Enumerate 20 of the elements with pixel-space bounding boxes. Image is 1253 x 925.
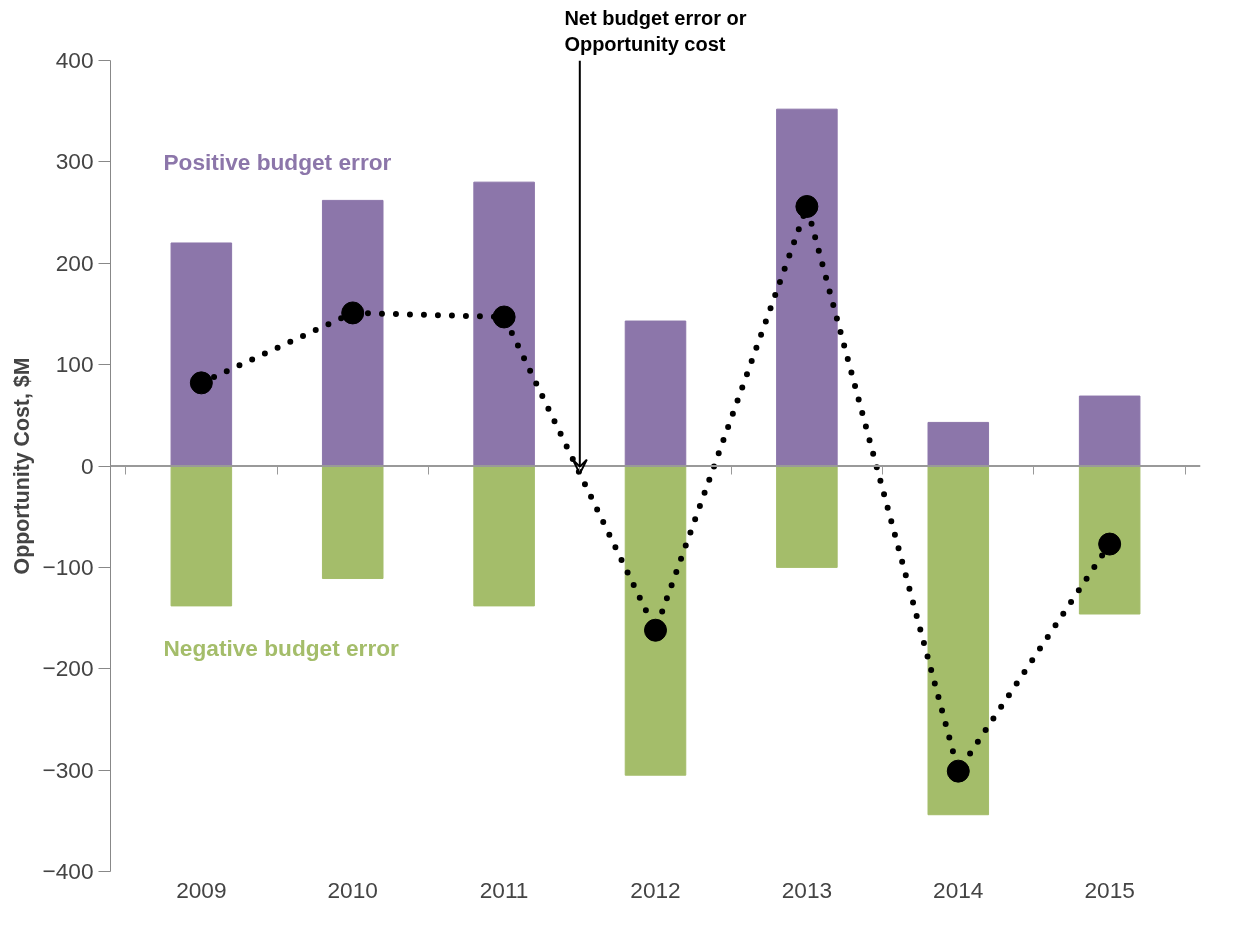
x-tick-label: 2012 bbox=[630, 876, 681, 903]
y-tick-label: 300 bbox=[55, 148, 94, 175]
y-tick-label: 400 bbox=[55, 47, 94, 73]
y-axis-title: Opportunity Cost, $M bbox=[10, 357, 35, 575]
y-tick-label: 100 bbox=[55, 351, 94, 378]
y-tick-label: −300 bbox=[42, 756, 94, 783]
x-tick-label: 2015 bbox=[1084, 876, 1135, 903]
y-tick-label: −100 bbox=[42, 553, 94, 580]
y-tick-label: 200 bbox=[55, 249, 94, 276]
x-tick-label: 2009 bbox=[176, 876, 227, 903]
text: Net budget error or Opportunity cost bbox=[564, 7, 747, 56]
x-tick-label: 2014 bbox=[933, 876, 984, 903]
y-tick-label: 0 bbox=[80, 452, 94, 479]
y-tick-label: −200 bbox=[42, 655, 94, 682]
x-tick-label: 2010 bbox=[327, 876, 378, 903]
x-tick-label: 2011 bbox=[479, 876, 529, 903]
series-label: Positive budget error bbox=[163, 148, 392, 175]
series-label: Negative budget error bbox=[163, 635, 400, 662]
x-tick-label: 2013 bbox=[781, 876, 833, 903]
y-tick-label: −400 bbox=[42, 858, 94, 884]
